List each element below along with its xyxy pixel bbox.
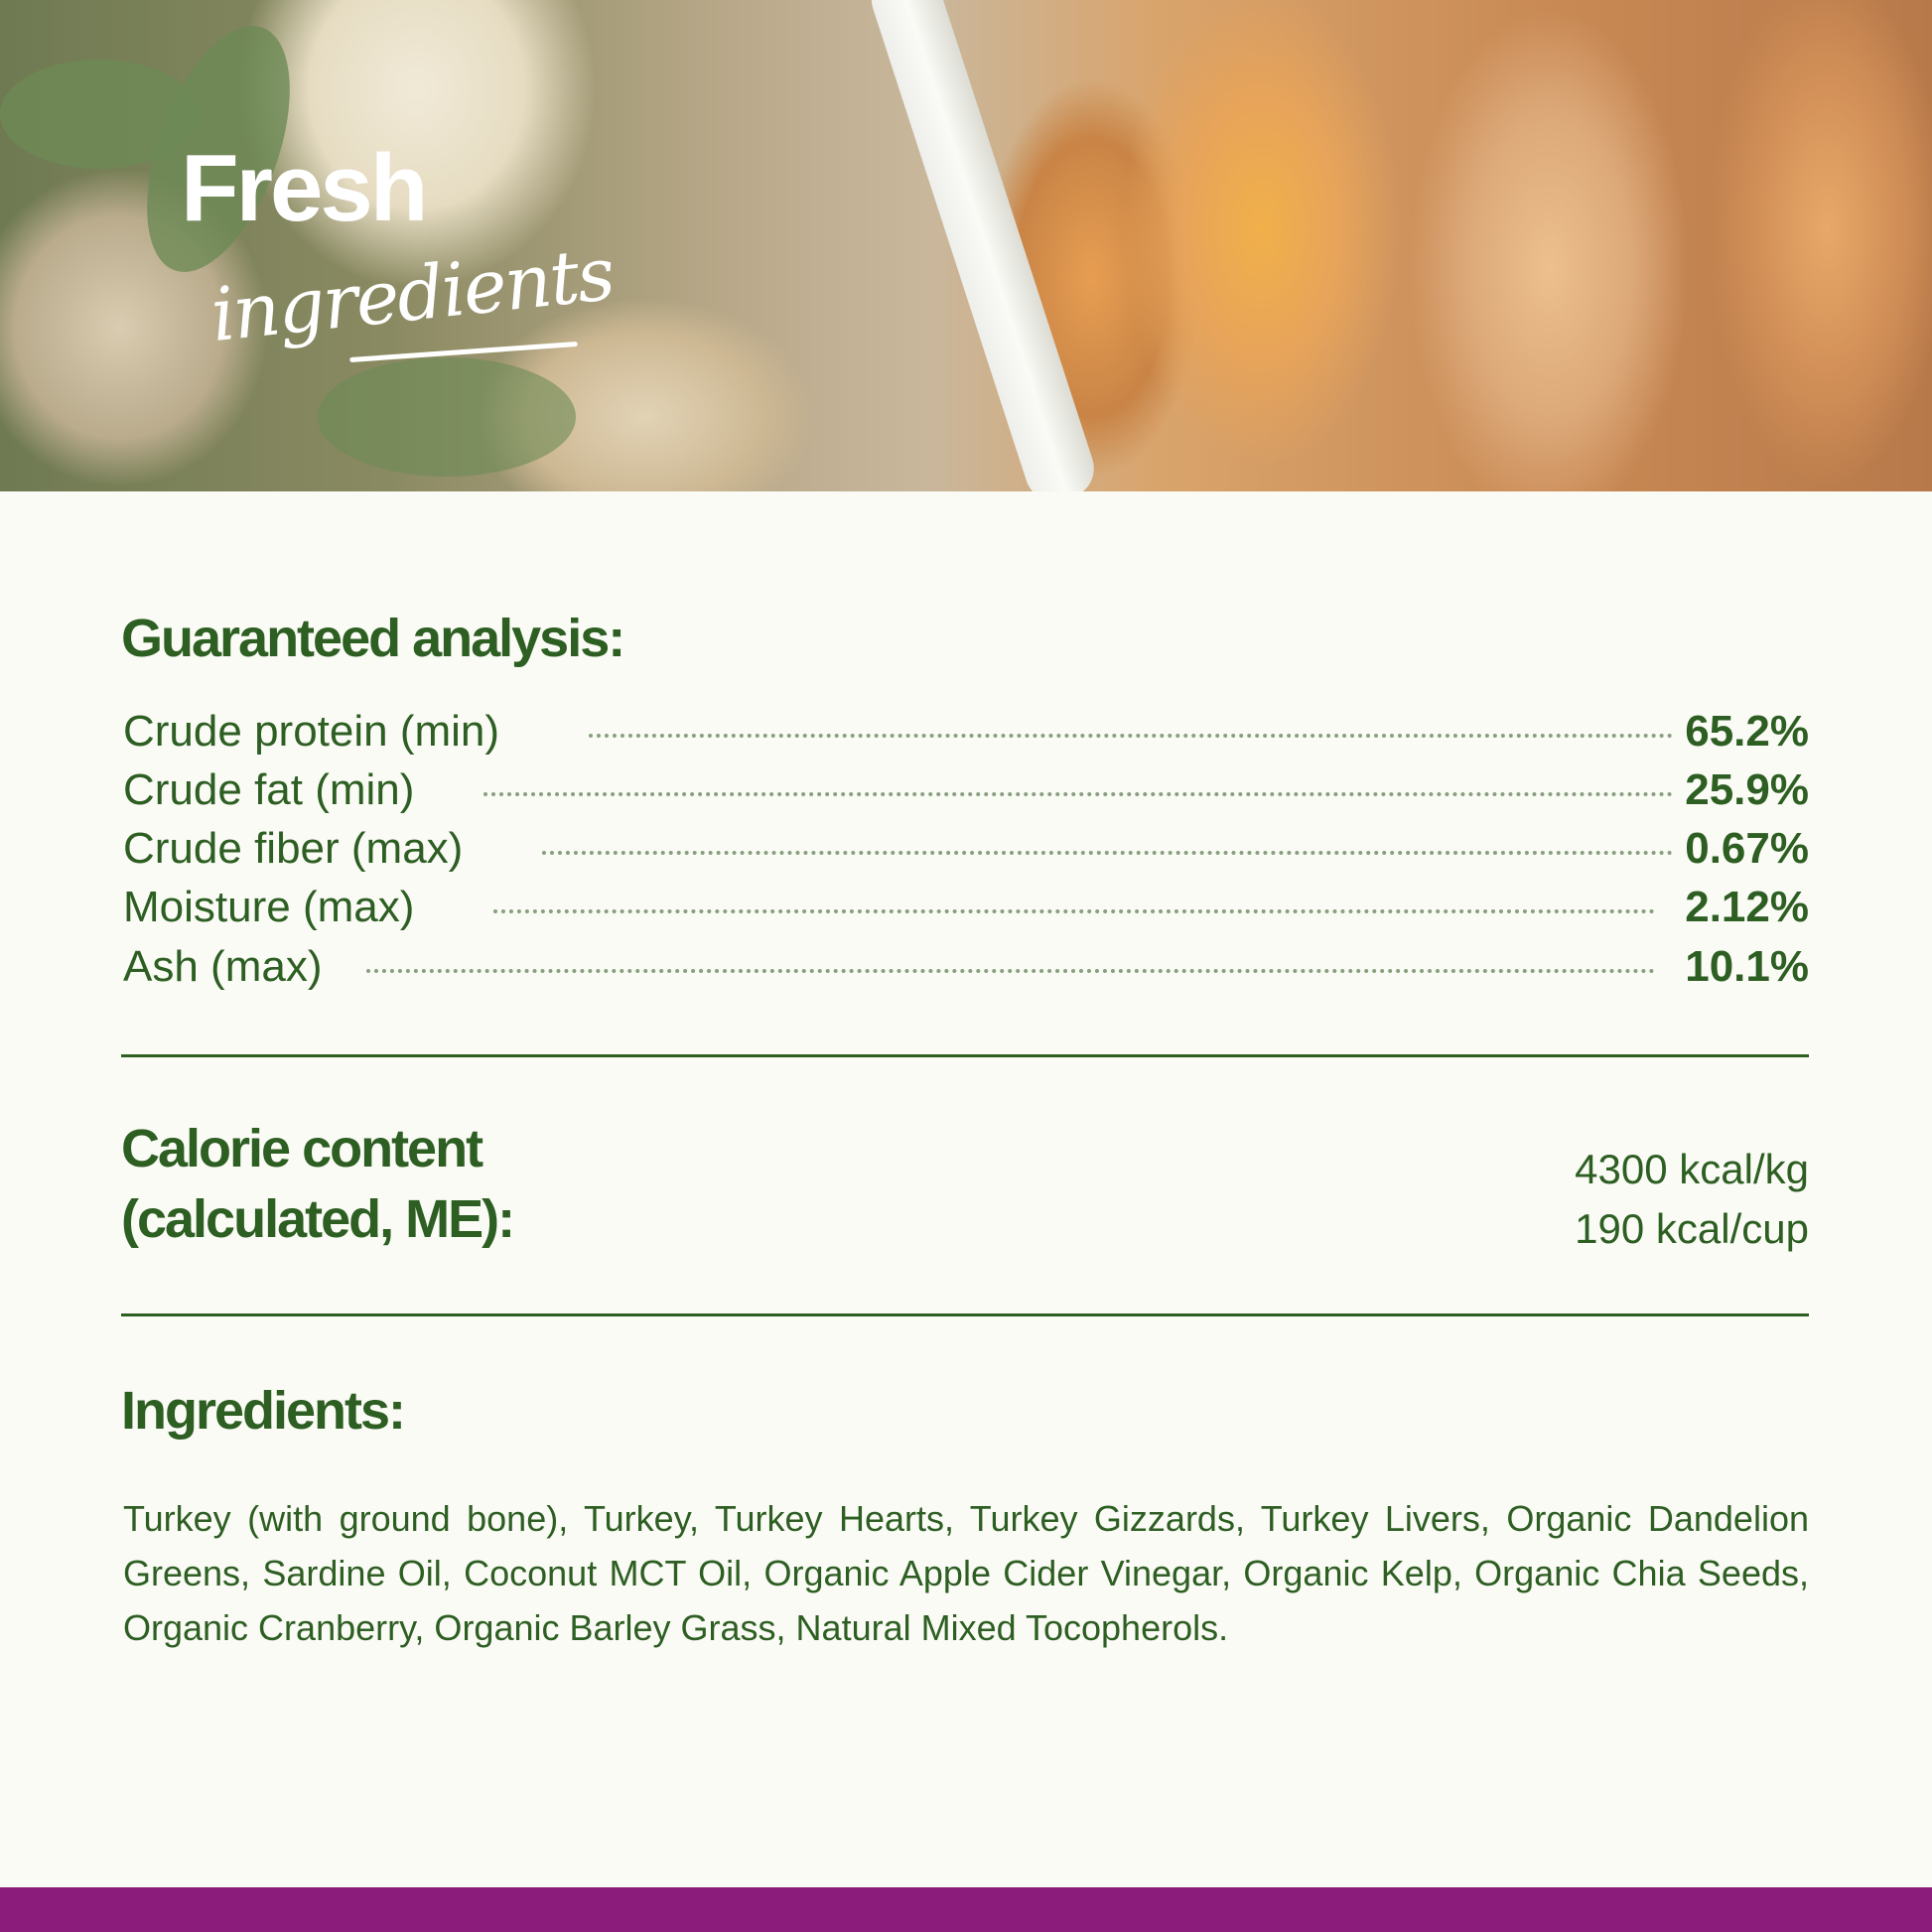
dot-leader (493, 909, 1656, 913)
analysis-value: 10.1% (1685, 942, 1809, 991)
dot-leader (483, 792, 1674, 796)
analysis-label: Crude fat (min) (123, 765, 415, 814)
fresh-ingredients-logo: Fresh ingredients (181, 139, 697, 397)
analysis-row: Moisture (max) 2.12% (123, 883, 1809, 938)
logo-ingredients: ingredients (207, 231, 618, 358)
calorie-heading: Calorie content (calculated, ME): (121, 1114, 515, 1255)
logo-fresh: Fresh (181, 135, 428, 241)
analysis-label: Moisture (max) (123, 883, 415, 931)
banner-photo: Fresh ingredients (0, 0, 1932, 491)
divider (121, 1054, 1809, 1057)
analysis-row: Ash (max) 10.1% (123, 942, 1809, 998)
footer-bar (0, 1887, 1932, 1932)
calorie-values: 4300 kcal/kg 190 kcal/cup (1575, 1140, 1809, 1259)
analysis-row: Crude fiber (max) 0.67% (123, 824, 1809, 880)
dot-leader (589, 734, 1674, 738)
divider (121, 1313, 1809, 1316)
dot-leader (542, 851, 1674, 855)
dot-leader (366, 969, 1656, 973)
analysis-value: 2.12% (1685, 883, 1809, 931)
calorie-per-cup: 190 kcal/cup (1575, 1205, 1809, 1252)
analysis-value: 65.2% (1685, 707, 1809, 756)
ingredients-heading: Ingredients: (121, 1381, 406, 1441)
analysis-row: Crude protein (min) 65.2% (123, 707, 1809, 762)
analysis-value: 25.9% (1685, 765, 1809, 814)
leaf-shape (0, 60, 199, 169)
analysis-heading: Guaranteed analysis: (121, 609, 625, 668)
analysis-value: 0.67% (1685, 824, 1809, 873)
spatula-shape (864, 0, 1102, 491)
analysis-label: Crude fiber (max) (123, 824, 464, 873)
logo-underline (349, 341, 578, 363)
calorie-heading-line2: (calculated, ME): (121, 1189, 515, 1249)
analysis-label: Ash (max) (123, 942, 323, 991)
ingredients-list: Turkey (with ground bone), Turkey, Turke… (123, 1498, 1809, 1648)
analysis-row: Crude fat (min) 25.9% (123, 765, 1809, 821)
leaf-shape (318, 357, 576, 477)
analysis-label: Crude protein (min) (123, 707, 500, 756)
calorie-heading-line1: Calorie content (121, 1119, 483, 1178)
calorie-per-kg: 4300 kcal/kg (1575, 1146, 1809, 1192)
